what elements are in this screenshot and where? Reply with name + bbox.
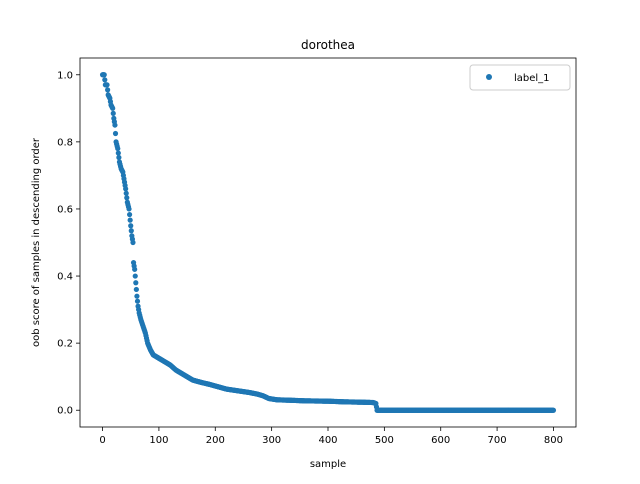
data-point [134, 298, 141, 304]
legend-marker [486, 74, 492, 80]
data-point [132, 266, 138, 272]
data-point [134, 293, 140, 299]
x-tick-label: 700 [488, 435, 507, 446]
chart-title: dorothea [301, 38, 355, 52]
data-point [123, 186, 129, 192]
data-point [133, 286, 139, 293]
data-point [128, 223, 134, 229]
legend: label_1 [469, 64, 571, 91]
data-point [115, 145, 121, 152]
data-point [102, 77, 108, 83]
data-point [124, 195, 130, 201]
y-axis-label: oob score of samples in descending order [31, 137, 42, 347]
x-tick-label: 0 [99, 435, 105, 446]
x-tick-label: 100 [149, 435, 168, 446]
data-point [127, 217, 133, 223]
plot-area [80, 58, 576, 427]
data-point [130, 239, 136, 246]
data-point [123, 190, 129, 196]
x-tick-label: 200 [206, 435, 225, 446]
data-point [112, 130, 119, 137]
data-point [127, 211, 133, 218]
x-tick-label: 600 [431, 435, 450, 446]
y-tick-label: 0.6 [57, 204, 73, 215]
x-tick-label: 500 [375, 435, 394, 446]
x-tick-label: 300 [262, 435, 281, 446]
x-tick-label: 800 [544, 435, 563, 446]
data-point [112, 122, 118, 128]
data-point [104, 82, 110, 88]
data-point [550, 407, 557, 413]
y-tick-label: 0.4 [57, 272, 73, 283]
points-layer [99, 72, 557, 413]
data-point [132, 273, 138, 279]
x-axis-label: sample [310, 459, 346, 470]
legend-label-label-1: label_1 [514, 73, 550, 84]
y-tick-label: 0.8 [57, 137, 73, 148]
y-axis-ticks: 0.0 0.2 0.4 0.6 0.8 1.0 [57, 70, 80, 417]
data-point [105, 87, 111, 93]
data-point [128, 228, 134, 234]
x-axis-ticks: 0 100 200 300 400 500 600 700 800 [99, 427, 563, 446]
y-tick-label: 0.2 [57, 339, 73, 350]
data-point [115, 150, 121, 156]
data-point [133, 280, 139, 286]
data-point [126, 206, 132, 212]
data-point [110, 105, 116, 111]
data-point [116, 154, 122, 161]
y-tick-label: 1.0 [57, 70, 73, 81]
x-tick-label: 400 [318, 435, 337, 446]
legend-box [469, 64, 571, 91]
data-point [101, 72, 107, 78]
data-point [110, 110, 116, 116]
y-tick-label: 0.0 [57, 406, 73, 417]
